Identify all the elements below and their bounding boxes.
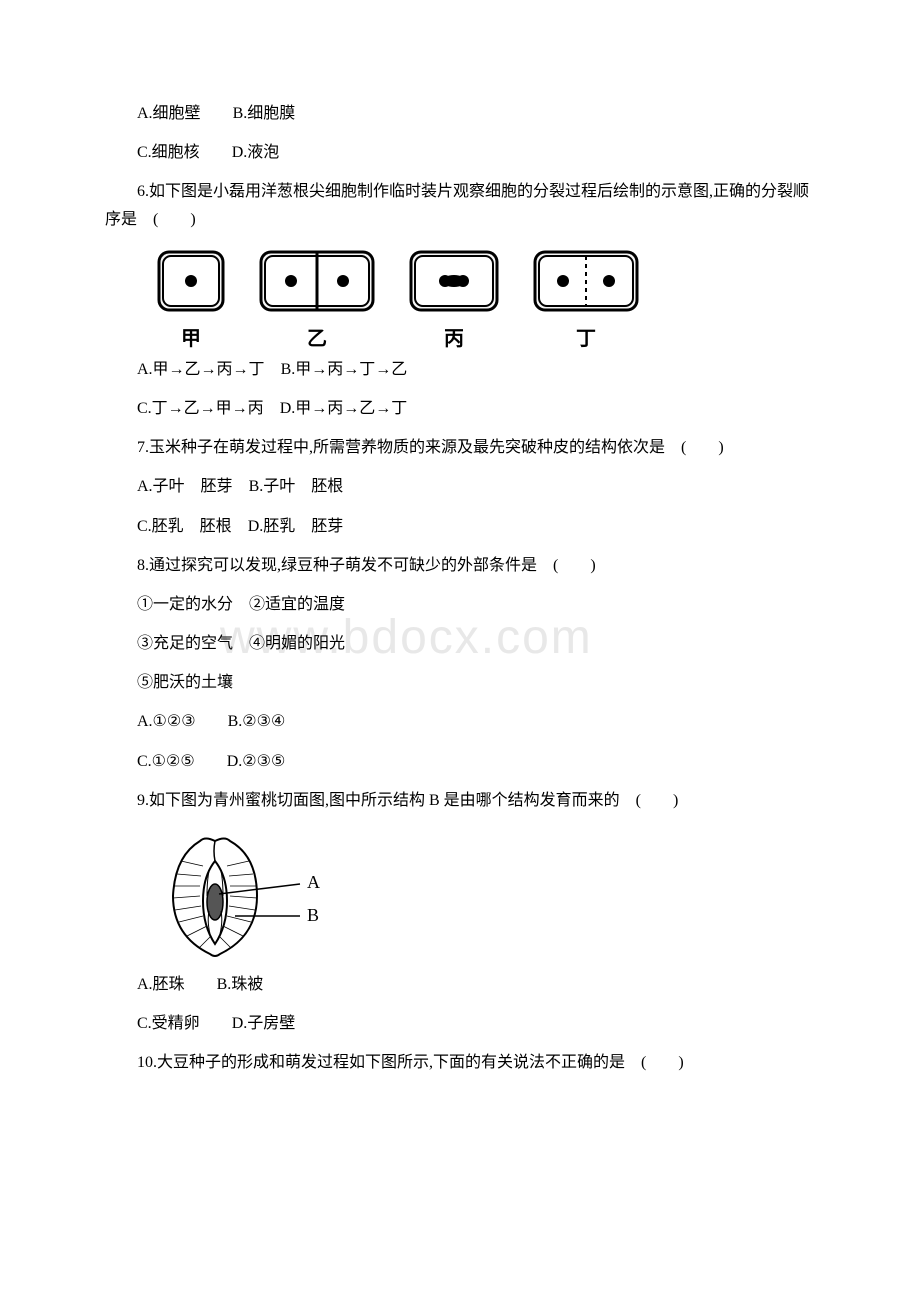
q6-stem: 6.如下图是小磊用洋葱根尖细胞制作临时装片观察细胞的分裂过程后绘制的示意图,正确… (105, 178, 810, 232)
cell-yi-label: 乙 (307, 322, 327, 351)
q5-option-c: C.细胞核 (137, 144, 200, 161)
q9-diagram: A B (155, 826, 810, 966)
q6-option-b: B.甲→丙→丁→乙 (281, 361, 408, 378)
q8-options-cd: C.①②⑤ D.②③⑤ (105, 748, 810, 775)
cell-jia-label: 甲 (181, 322, 201, 351)
q6-option-a: A.甲→乙→丙→丁 (137, 361, 265, 378)
q8-option-c: C.①②⑤ (137, 753, 195, 770)
q6-options-cd: C.丁→乙→甲→丙 D.甲→丙→乙→丁 (105, 395, 810, 422)
cell-yi: 乙 (257, 248, 377, 351)
q6-option-c: C.丁→乙→甲→丙 (137, 400, 264, 417)
cell-bing: 丙 (407, 248, 501, 351)
q8-stem: 8.通过探究可以发现,绿豆种子萌发不可缺少的外部条件是 ( ) (105, 552, 810, 579)
q9-option-c: C.受精卵 (137, 1015, 200, 1032)
cell-ding: 丁 (531, 248, 641, 351)
q9-options-cd: C.受精卵 D.子房壁 (105, 1010, 810, 1037)
q6-option-d: D.甲→丙→乙→丁 (280, 400, 408, 417)
cell-ding-label: 丁 (576, 322, 596, 351)
q5-option-a: A.细胞壁 (137, 105, 201, 122)
peach-label-a: A (307, 872, 320, 892)
q8-option-b: B.②③④ (228, 713, 286, 730)
q8-options-ab: A.①②③ B.②③④ (105, 708, 810, 735)
peach-label-b: B (307, 905, 319, 925)
peach-svg: A B (155, 826, 355, 966)
q8-items-12: ①一定的水分 ②适宜的温度 (105, 591, 810, 618)
q7-stem: 7.玉米种子在萌发过程中,所需营养物质的来源及最先突破种皮的结构依次是 ( ) (105, 434, 810, 461)
q5-option-d: D.液泡 (232, 144, 280, 161)
q9-option-b: B.珠被 (217, 976, 264, 993)
cell-jia-svg (155, 248, 227, 314)
cell-yi-svg (257, 248, 377, 314)
q9-option-a: A.胚珠 (137, 976, 185, 993)
q7-options-ab: A.子叶 胚芽 B.子叶 胚根 (105, 473, 810, 500)
q6-options-ab: A.甲→乙→丙→丁 B.甲→丙→丁→乙 (105, 356, 810, 383)
q7-option-a: A.子叶 胚芽 (137, 478, 233, 495)
q5-options-cd: C.细胞核 D.液泡 (105, 139, 810, 166)
q9-option-d: D.子房壁 (232, 1015, 296, 1032)
q9-stem: 9.如下图为青州蜜桃切面图,图中所示结构 B 是由哪个结构发育而来的 ( ) (105, 787, 810, 814)
q7-option-d: D.胚乳 胚芽 (248, 518, 344, 535)
q7-options-cd: C.胚乳 胚根 D.胚乳 胚芽 (105, 513, 810, 540)
q9-options-ab: A.胚珠 B.珠被 (105, 971, 810, 998)
q6-diagram: 甲 乙 丙 丁 (155, 248, 810, 351)
q5-option-b: B.细胞膜 (233, 105, 296, 122)
q8-option-d: D.②③⑤ (227, 753, 286, 770)
cell-jia: 甲 (155, 248, 227, 351)
cell-bing-label: 丙 (444, 322, 464, 351)
q8-items-34: ③充足的空气 ④明媚的阳光 (105, 630, 810, 657)
q8-option-a: A.①②③ (137, 713, 196, 730)
q8-items-5: ⑤肥沃的土壤 (105, 669, 810, 696)
cell-bing-svg (407, 248, 501, 314)
q5-options-ab: A.细胞壁 B.细胞膜 (105, 100, 810, 127)
cell-ding-svg (531, 248, 641, 314)
q7-option-b: B.子叶 胚根 (249, 478, 344, 495)
q10-stem: 10.大豆种子的形成和萌发过程如下图所示,下面的有关说法不正确的是 ( ) (105, 1049, 810, 1076)
q7-option-c: C.胚乳 胚根 (137, 518, 232, 535)
